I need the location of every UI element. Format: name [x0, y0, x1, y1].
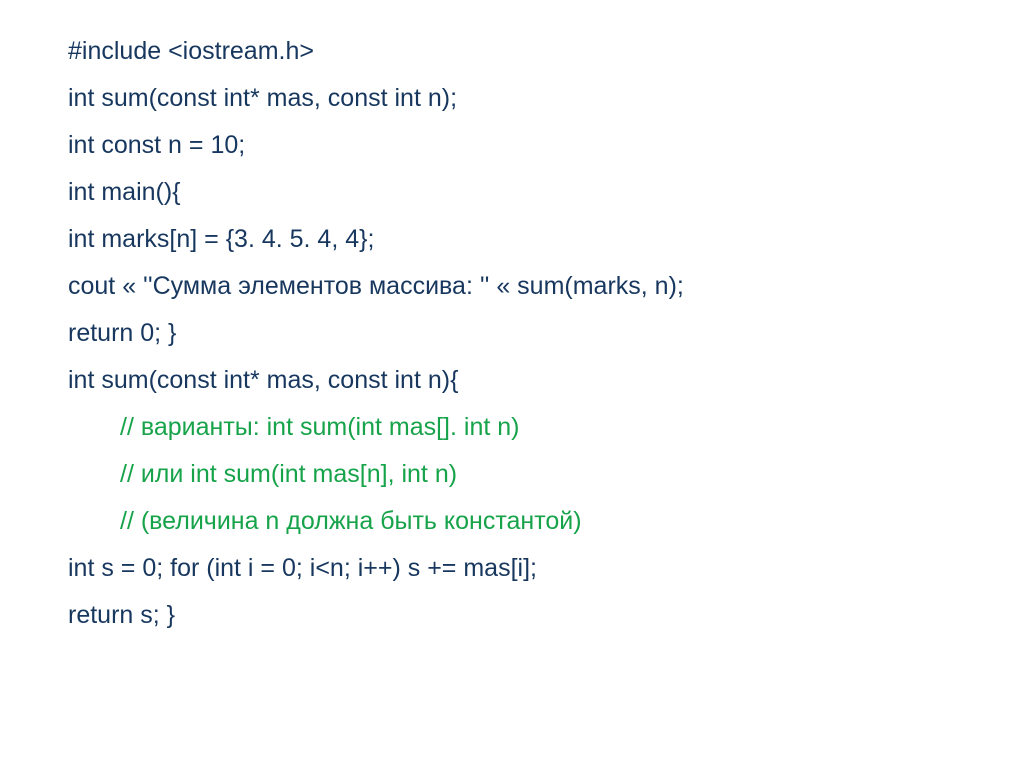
code-line: int main(){: [68, 169, 1024, 216]
code-line: return 0; }: [68, 310, 1024, 357]
code-text: int main(){: [68, 178, 181, 206]
code-line: cout « ''Сумма элементов массива: '' « s…: [68, 263, 1024, 310]
comment-text: // варианты: int sum(int mas[]. int n): [120, 413, 519, 441]
code-line: int sum(const int* mas, const int n);: [68, 75, 1024, 122]
comment-text: // (величина n должна быть константой): [120, 507, 582, 535]
code-text: int const n = 10;: [68, 131, 245, 159]
code-text: int s = 0; for (int i = 0; i<n; i++) s +…: [68, 554, 537, 582]
code-text: cout « ''Сумма элементов массива: '' « s…: [68, 272, 684, 300]
code-text: #include <iostream.h>: [68, 37, 314, 65]
code-text: return s; }: [68, 601, 175, 629]
code-slide: #include <iostream.h> int sum(const int*…: [0, 0, 1024, 639]
code-line: int const n = 10;: [68, 122, 1024, 169]
comment-text: // или int sum(int mas[n], int n): [120, 460, 457, 488]
comment-line: // варианты: int sum(int mas[]. int n): [68, 404, 1024, 451]
code-line: int marks[n] = {3. 4. 5. 4, 4};: [68, 216, 1024, 263]
code-line: int s = 0; for (int i = 0; i<n; i++) s +…: [68, 545, 1024, 592]
code-line: int sum(const int* mas, const int n){: [68, 357, 1024, 404]
code-line: return s; }: [68, 592, 1024, 639]
code-text: int marks[n] = {3. 4. 5. 4, 4};: [68, 225, 374, 253]
code-text: int sum(const int* mas, const int n);: [68, 84, 457, 112]
code-line: #include <iostream.h>: [68, 28, 1024, 75]
comment-line: // (величина n должна быть константой): [68, 498, 1024, 545]
comment-line: // или int sum(int mas[n], int n): [68, 451, 1024, 498]
code-text: int sum(const int* mas, const int n){: [68, 366, 458, 394]
code-text: return 0; }: [68, 319, 176, 347]
